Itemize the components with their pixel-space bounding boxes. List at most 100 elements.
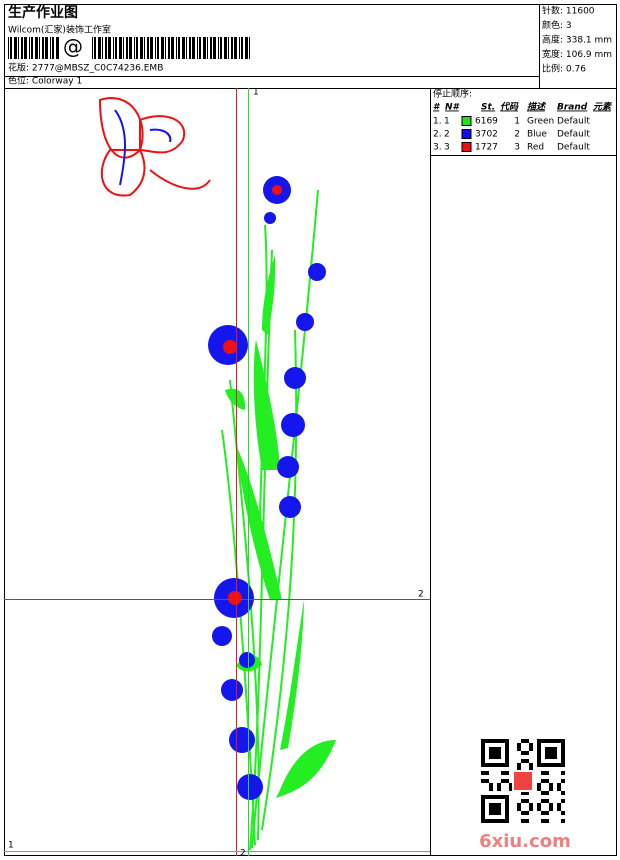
info-line: 颜色: 3 (542, 19, 572, 31)
qr-cell (489, 755, 493, 759)
bar-stripe (108, 37, 111, 59)
cell: 6169 (475, 117, 498, 127)
qr-cell (561, 747, 565, 751)
info-line: 针数: 11600 (542, 5, 595, 17)
qr-cell (485, 763, 489, 767)
bar-stripe (140, 37, 143, 59)
qr-cell (529, 767, 533, 771)
qr-cell (537, 759, 541, 763)
qr-cell (481, 771, 485, 775)
qr-cell (525, 819, 529, 823)
bar-stripe (119, 37, 122, 59)
bar-stripe (144, 37, 145, 59)
bar-stripe (134, 37, 135, 59)
qr-cell (493, 803, 497, 807)
title: 生产作业图 (8, 4, 78, 21)
bar-stripe (147, 37, 149, 59)
colorway: 色位: Colorway 1 (8, 75, 82, 87)
qr-cell (549, 787, 553, 791)
qr-cell (497, 811, 501, 815)
qr-cell (481, 811, 485, 815)
qr-cell (497, 819, 501, 823)
bar-stripe (8, 37, 9, 59)
bar-stripe (199, 37, 201, 59)
qr-cell (561, 799, 565, 803)
bar-stripe (29, 37, 30, 59)
info-line: 宽度: 106.9 mm (542, 48, 612, 60)
qr-cell (489, 819, 493, 823)
barcode (8, 37, 250, 59)
qr-cell (497, 755, 501, 759)
studio: Wilcom(汇家)装饰工作室 (8, 24, 111, 36)
cell: Default (557, 117, 590, 127)
qr-cell (525, 799, 529, 803)
qr-cell (537, 783, 541, 787)
bar-stripe (35, 37, 38, 59)
qr-cell (501, 795, 505, 799)
qr-cell (501, 739, 505, 743)
bar-stripe (105, 37, 107, 59)
bar-stripe (189, 37, 191, 59)
qr-cell (545, 739, 549, 743)
qr-cell (497, 783, 501, 787)
qr-cell (497, 739, 501, 743)
qr-cell (561, 739, 565, 743)
qr-cell (549, 747, 553, 751)
qr-cell (557, 763, 561, 767)
qr-cell (529, 743, 533, 747)
bar-stripe (129, 37, 132, 59)
column-header: Brand (557, 103, 588, 113)
qr-cell (481, 747, 485, 751)
qr-cell (541, 791, 545, 795)
bar-stripe (42, 37, 44, 59)
bar-stripe (18, 37, 19, 59)
qr-cell (545, 791, 549, 795)
qr-cell (485, 779, 489, 783)
qr-cell (541, 771, 545, 775)
watermark: 6xiu.com (479, 831, 571, 852)
qr-cell (497, 787, 501, 791)
qr-cell (529, 763, 533, 767)
qr-cell (541, 779, 545, 783)
qr-cell (497, 751, 501, 755)
bar-stripe (123, 37, 124, 59)
qr-cell (481, 755, 485, 759)
qr-cell (505, 815, 509, 819)
bar-stripe (192, 37, 195, 59)
qr-cell (505, 743, 509, 747)
qr-cell (557, 783, 561, 787)
cell: 3 (514, 143, 520, 153)
qr-cell (537, 755, 541, 759)
qr-cell (537, 743, 541, 747)
qr-cell (481, 779, 485, 783)
color-swatch (461, 142, 472, 152)
info-line: 高度: 338.1 mm (542, 34, 612, 46)
cell: 2 (444, 130, 450, 140)
qr-cell (489, 751, 493, 755)
bar-stripe (50, 37, 51, 59)
bar-stripe (178, 37, 180, 59)
bar-stripe (182, 37, 185, 59)
qr-cell (497, 763, 501, 767)
qr-cell (501, 779, 505, 783)
qr-cell (517, 767, 521, 771)
cell: Default (557, 130, 590, 140)
qr-cell (485, 739, 489, 743)
qr-cell (517, 763, 521, 767)
qr-cell (553, 747, 557, 751)
qr-cell (525, 759, 529, 763)
qr-cell (493, 739, 497, 743)
qr-cell (557, 803, 561, 807)
qr-cell (505, 799, 509, 803)
qr-cell (481, 815, 485, 819)
bar-stripe (165, 37, 166, 59)
qr-cell (521, 819, 525, 823)
qr-cell (525, 811, 529, 815)
bar-stripe (239, 37, 240, 59)
qr-cell (489, 807, 493, 811)
cell: 1 (444, 117, 450, 127)
bar-stripe (14, 37, 17, 59)
bar-stripe (98, 37, 101, 59)
qr-cell (497, 807, 501, 811)
